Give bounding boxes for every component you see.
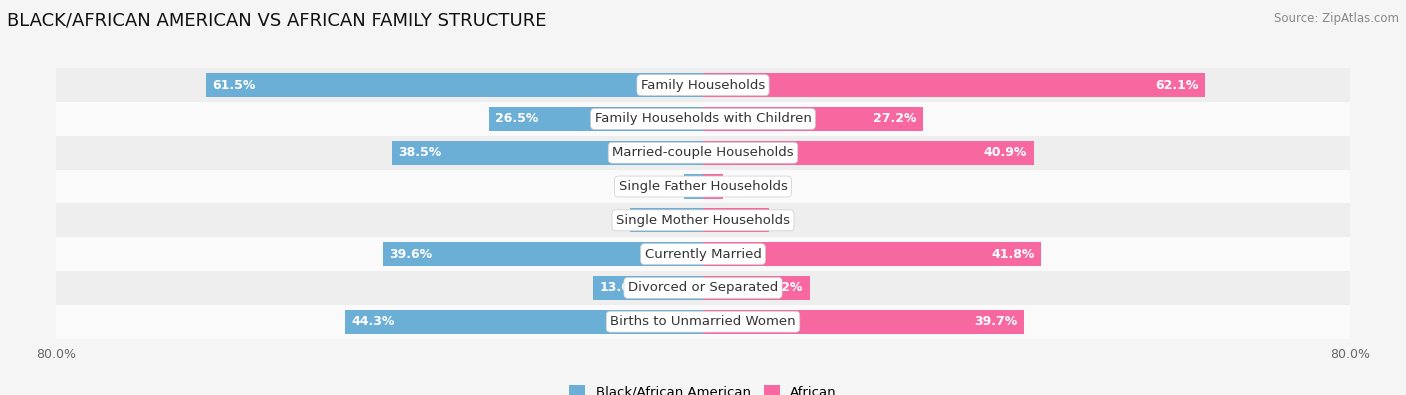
Text: 8.2%: 8.2% [728, 214, 763, 227]
FancyBboxPatch shape [630, 208, 703, 233]
FancyBboxPatch shape [703, 73, 1205, 97]
Text: 61.5%: 61.5% [212, 79, 256, 92]
Text: 39.6%: 39.6% [389, 248, 433, 261]
Text: 27.2%: 27.2% [873, 113, 917, 126]
Text: Currently Married: Currently Married [644, 248, 762, 261]
FancyBboxPatch shape [382, 242, 703, 266]
FancyBboxPatch shape [703, 174, 723, 199]
Text: Married-couple Households: Married-couple Households [612, 146, 794, 159]
FancyBboxPatch shape [703, 107, 922, 131]
Text: 39.7%: 39.7% [974, 315, 1018, 328]
FancyBboxPatch shape [703, 208, 769, 233]
Text: 44.3%: 44.3% [352, 315, 395, 328]
Text: 40.9%: 40.9% [984, 146, 1028, 159]
Text: 38.5%: 38.5% [398, 146, 441, 159]
FancyBboxPatch shape [703, 242, 1040, 266]
Text: 41.8%: 41.8% [991, 248, 1035, 261]
Text: Source: ZipAtlas.com: Source: ZipAtlas.com [1274, 12, 1399, 25]
Text: 26.5%: 26.5% [495, 113, 538, 126]
FancyBboxPatch shape [392, 141, 703, 165]
FancyBboxPatch shape [205, 73, 703, 97]
FancyBboxPatch shape [56, 305, 1350, 339]
FancyBboxPatch shape [56, 102, 1350, 136]
FancyBboxPatch shape [56, 237, 1350, 271]
FancyBboxPatch shape [703, 141, 1033, 165]
FancyBboxPatch shape [703, 276, 810, 300]
Text: 2.4%: 2.4% [690, 180, 725, 193]
Text: 9.0%: 9.0% [637, 214, 671, 227]
Text: 2.5%: 2.5% [682, 180, 717, 193]
Text: Family Households with Children: Family Households with Children [595, 113, 811, 126]
Text: 13.2%: 13.2% [759, 281, 803, 294]
FancyBboxPatch shape [56, 271, 1350, 305]
Legend: Black/African American, African: Black/African American, African [569, 386, 837, 395]
FancyBboxPatch shape [56, 203, 1350, 237]
FancyBboxPatch shape [489, 107, 703, 131]
Text: 13.6%: 13.6% [599, 281, 643, 294]
Text: Single Mother Households: Single Mother Households [616, 214, 790, 227]
FancyBboxPatch shape [683, 174, 703, 199]
Text: Single Father Households: Single Father Households [619, 180, 787, 193]
FancyBboxPatch shape [56, 136, 1350, 169]
FancyBboxPatch shape [703, 310, 1024, 334]
FancyBboxPatch shape [344, 310, 703, 334]
Text: Family Households: Family Households [641, 79, 765, 92]
FancyBboxPatch shape [56, 68, 1350, 102]
FancyBboxPatch shape [56, 169, 1350, 203]
Text: Births to Unmarried Women: Births to Unmarried Women [610, 315, 796, 328]
Text: Divorced or Separated: Divorced or Separated [628, 281, 778, 294]
FancyBboxPatch shape [593, 276, 703, 300]
Text: 62.1%: 62.1% [1156, 79, 1198, 92]
Text: BLACK/AFRICAN AMERICAN VS AFRICAN FAMILY STRUCTURE: BLACK/AFRICAN AMERICAN VS AFRICAN FAMILY… [7, 12, 547, 30]
